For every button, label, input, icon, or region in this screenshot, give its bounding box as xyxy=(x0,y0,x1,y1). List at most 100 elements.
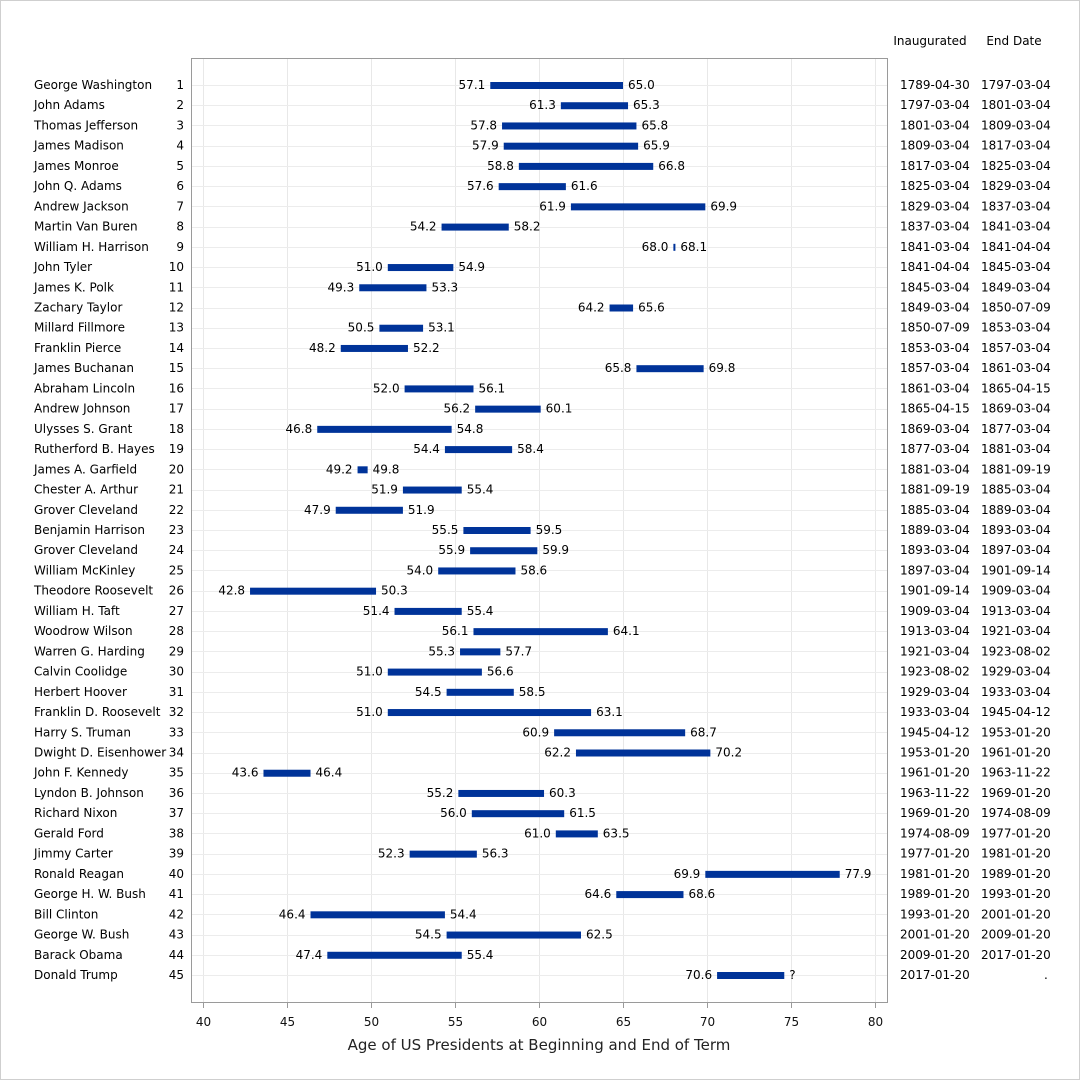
table-row: Richard Nixon 37 1969-01-20 1974-08-09 xyxy=(34,806,1051,820)
end-date: 1933-03-04 xyxy=(981,685,1051,699)
start-age-label: 57.1 xyxy=(459,78,486,92)
end-date: 1889-03-04 xyxy=(981,503,1051,517)
inaugurated-date: 2017-01-20 xyxy=(900,968,970,982)
table-row: Harry S. Truman 33 1945-04-12 1953-01-20 xyxy=(34,725,1051,739)
end-age-label: 62.5 xyxy=(586,928,613,942)
start-age-label: 57.9 xyxy=(472,139,499,153)
end-age-label: 58.5 xyxy=(519,685,546,699)
president-name: John Adams xyxy=(33,98,105,112)
table-row: Grover Cleveland 22 1885-03-04 1889-03-04 xyxy=(34,503,1051,517)
end-age-label: 55.4 xyxy=(467,948,494,962)
end-age-label: 63.5 xyxy=(603,826,630,840)
inaugurated-date: 1923-08-02 xyxy=(900,665,970,679)
start-age-label: 57.6 xyxy=(467,179,494,193)
start-age-label: 46.4 xyxy=(279,907,306,921)
president-name: George W. Bush xyxy=(34,928,129,942)
president-number: 18 xyxy=(169,422,184,436)
bars: 57.1 65.0 61.3 65.3 57.8 65.8 57.9 65.9 58.8 66.8… xyxy=(218,78,871,982)
president-name: Rutherford B. Hayes xyxy=(34,442,155,456)
table-row: John F. Kennedy 35 1961-01-20 1963-11-22 xyxy=(33,766,1051,780)
term-bar xyxy=(438,567,516,575)
end-age-label: 65.8 xyxy=(641,118,668,132)
inaugurated-date: 1885-03-04 xyxy=(900,503,970,517)
inaugurated-date: 1989-01-20 xyxy=(900,887,970,901)
end-age-label: 65.3 xyxy=(633,98,660,112)
end-date: 1885-03-04 xyxy=(981,483,1051,497)
inaugurated-date: 1829-03-04 xyxy=(900,199,970,213)
end-age-label: 49.8 xyxy=(373,462,400,476)
inaugurated-date: 1801-03-04 xyxy=(900,118,970,132)
term-bar xyxy=(560,102,629,110)
inaugurated-date: 1849-03-04 xyxy=(900,301,970,315)
end-date: 1913-03-04 xyxy=(981,604,1051,618)
inaugurated-date: 1881-03-04 xyxy=(900,462,970,476)
president-number: 29 xyxy=(169,644,184,658)
start-age-label: 55.5 xyxy=(432,523,459,537)
term-bar xyxy=(409,850,477,858)
end-age-label: 53.1 xyxy=(428,321,455,335)
term-bar xyxy=(458,789,545,797)
president-number: 31 xyxy=(169,685,184,699)
inaugurated-date: 1981-01-20 xyxy=(900,867,970,881)
term-bar xyxy=(387,709,592,717)
x-tick-label: 55 xyxy=(448,1015,463,1029)
term-bar xyxy=(444,446,513,454)
start-age-label: 47.4 xyxy=(296,948,323,962)
president-number: 21 xyxy=(169,483,184,497)
president-name: Donald Trump xyxy=(34,968,118,982)
president-number: 35 xyxy=(169,766,184,780)
term-bar xyxy=(717,972,785,979)
president-name: Zachary Taylor xyxy=(34,301,122,315)
table-row: Benjamin Harrison 23 1889-03-04 1893-03-04 xyxy=(34,523,1051,537)
term-bar xyxy=(575,749,711,757)
president-number: 10 xyxy=(169,260,184,274)
table-row: Franklin Pierce 14 1853-03-04 1857-03-04 xyxy=(34,341,1051,355)
president-name: James Monroe xyxy=(33,159,119,173)
end-age-label: 68.1 xyxy=(680,240,707,254)
president-number: 6 xyxy=(176,179,184,193)
term-bar xyxy=(250,587,377,595)
inaugurated-date: 1841-03-04 xyxy=(900,240,970,254)
president-number: 8 xyxy=(176,220,184,234)
table-row: Chester A. Arthur 21 1881-09-19 1885-03-04 xyxy=(34,483,1051,497)
president-number: 40 xyxy=(169,867,184,881)
end-age-label: 58.4 xyxy=(517,442,544,456)
start-age-label: 56.1 xyxy=(442,624,469,638)
end-age-label: 50.3 xyxy=(381,584,408,598)
end-date: 1801-03-04 xyxy=(981,98,1051,112)
president-name: Woodrow Wilson xyxy=(34,624,133,638)
president-number: 32 xyxy=(169,705,184,719)
inaugurated-date: 1933-03-04 xyxy=(900,705,970,719)
end-date: 1837-03-04 xyxy=(981,199,1051,213)
start-age-label: 61.3 xyxy=(529,98,556,112)
president-name: Franklin D. Roosevelt xyxy=(34,705,161,719)
table-row: Franklin D. Roosevelt 32 1933-03-04 1945-04… xyxy=(34,705,1051,719)
president-name: Andrew Jackson xyxy=(34,199,129,213)
end-date: 1981-01-20 xyxy=(981,847,1051,861)
x-tick-label: 65 xyxy=(616,1015,631,1029)
inaugurated-date: 1893-03-04 xyxy=(900,543,970,557)
president-number: 13 xyxy=(169,321,184,335)
inaugurated-date: 1929-03-04 xyxy=(900,685,970,699)
term-bar xyxy=(387,668,482,676)
end-date: 1809-03-04 xyxy=(981,118,1051,132)
president-number: 4 xyxy=(176,139,184,153)
end-age-label: 61.6 xyxy=(571,179,598,193)
inaugurated-date: 1921-03-04 xyxy=(900,644,970,658)
term-bar xyxy=(570,203,706,211)
president-name: Calvin Coolidge xyxy=(34,665,127,679)
president-number: 20 xyxy=(169,462,184,476)
start-age-label: 55.2 xyxy=(427,786,454,800)
president-number: 27 xyxy=(169,604,184,618)
x-tick-label: 60 xyxy=(532,1015,547,1029)
term-bar xyxy=(503,142,639,150)
end-date: 1881-09-19 xyxy=(981,462,1051,476)
start-age-label: 55.9 xyxy=(438,543,465,557)
end-age-label: 52.2 xyxy=(413,341,440,355)
table-row: John Tyler 10 1841-04-04 1845-03-04 xyxy=(33,260,1051,274)
end-date: 1963-11-22 xyxy=(981,766,1051,780)
end-age-label: 69.9 xyxy=(710,199,737,213)
term-bar xyxy=(502,122,637,130)
president-name: John Q. Adams xyxy=(33,179,122,193)
inaugurated-date: 1865-04-15 xyxy=(900,402,970,416)
